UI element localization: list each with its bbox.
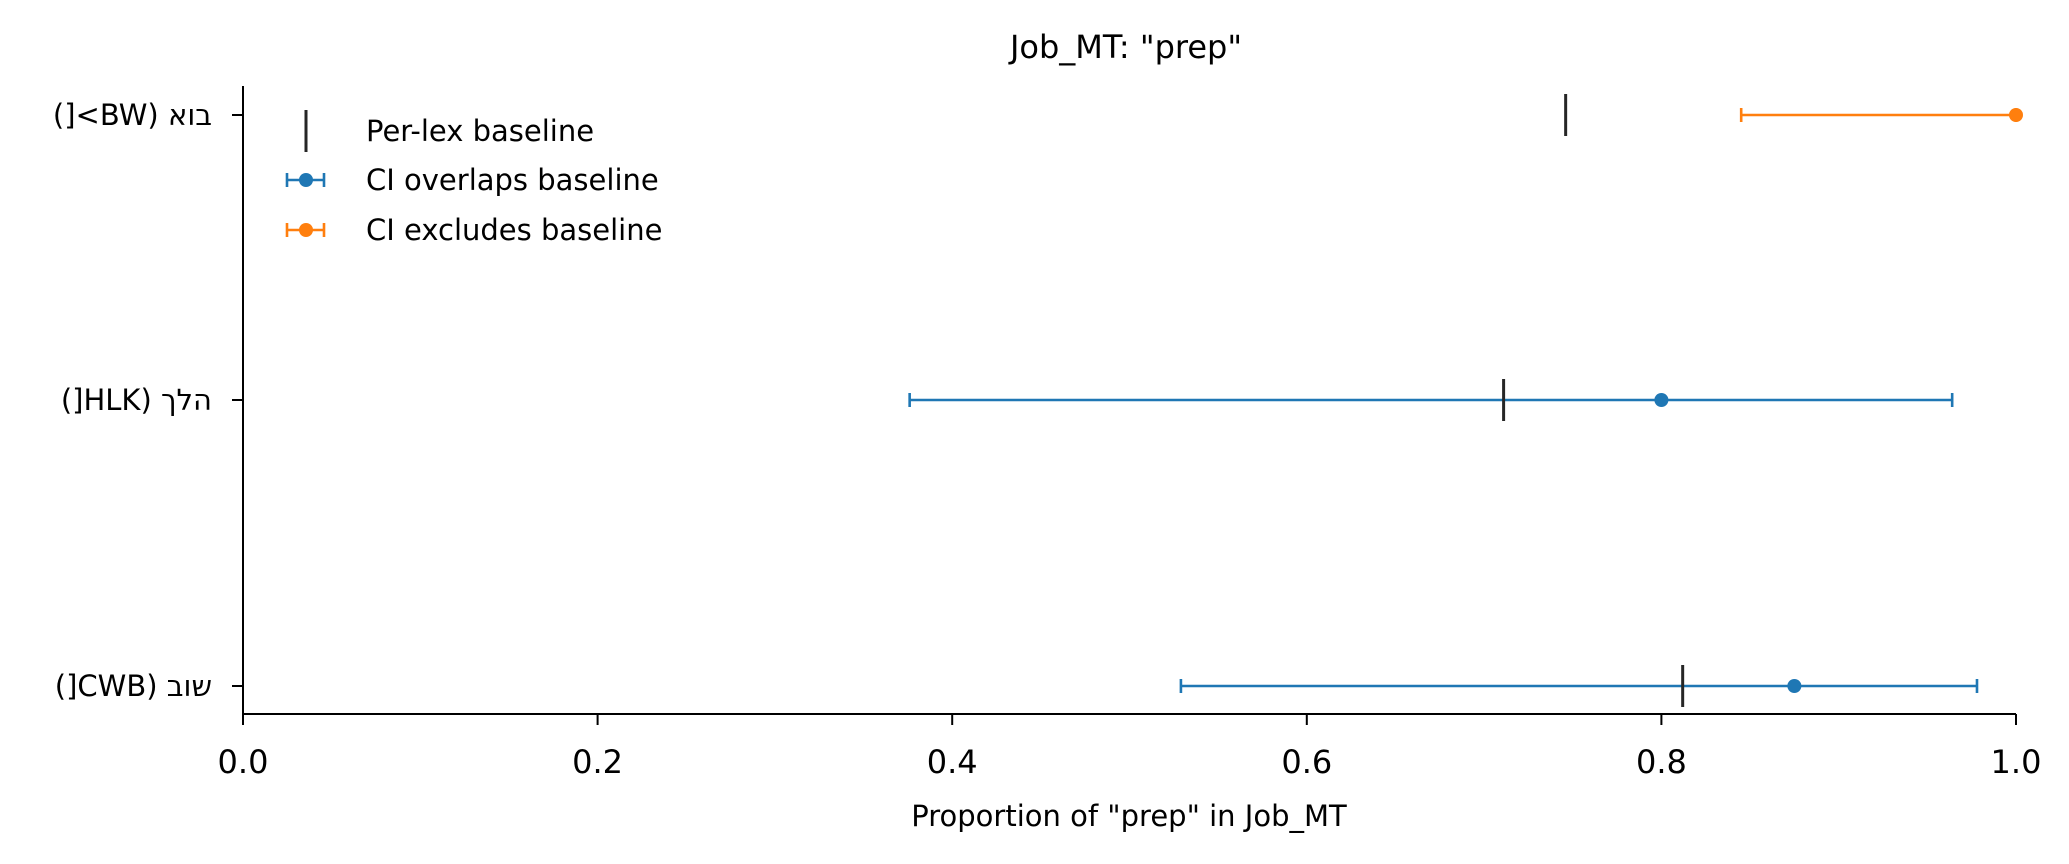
errorbar-row (1564, 94, 2023, 136)
x-tick-label: 1.0 (1991, 743, 2042, 781)
x-ticks: 0.0 0.2 0.4 0.6 0.8 1.0 (218, 714, 2042, 781)
errorbar-row (908, 379, 1954, 421)
estimate-point (1654, 393, 1669, 407)
y-ticks: בוא (BW>[) הלך (HLK[) שוב (CWB[) (53, 98, 243, 703)
legend-label: CI overlaps baseline (366, 163, 659, 197)
data-marks (908, 94, 2023, 707)
y-tick-label: בוא (BW>[) (53, 98, 212, 132)
legend-item: CI overlaps baseline (285, 163, 659, 197)
legend-errorbar-dot (299, 173, 313, 187)
x-tick-label: 0.8 (1636, 743, 1687, 781)
y-tick-label: הלך (HLK[) (61, 383, 212, 417)
y-tick-label: שוב (CWB[) (55, 669, 212, 703)
x-tick-label: 0.0 (218, 743, 269, 781)
chart-title: Job_MT: "prep" (1008, 28, 1242, 66)
estimate-point (1787, 679, 1802, 693)
legend-label: Per-lex baseline (366, 114, 594, 148)
x-tick-label: 0.4 (927, 743, 978, 781)
legend-item: Per-lex baseline (304, 110, 594, 152)
legend: Per-lex baseline CI overlaps baseline CI e… (285, 110, 662, 247)
legend-errorbar-dot (299, 223, 313, 237)
x-axis-label: Proportion of "prep" in Job_MT (911, 799, 1347, 833)
errorbar-row (1179, 665, 1979, 707)
legend-item: CI excludes baseline (285, 213, 662, 247)
legend-label: CI excludes baseline (366, 213, 662, 247)
plot-area: 0.0 0.2 0.4 0.6 0.8 1.0 בוא (BW>[) הלך (HLK[) ש… (53, 86, 2042, 781)
x-tick-label: 0.6 (1281, 743, 1332, 781)
x-tick-label: 0.2 (572, 743, 623, 781)
estimate-point (2009, 108, 2023, 122)
